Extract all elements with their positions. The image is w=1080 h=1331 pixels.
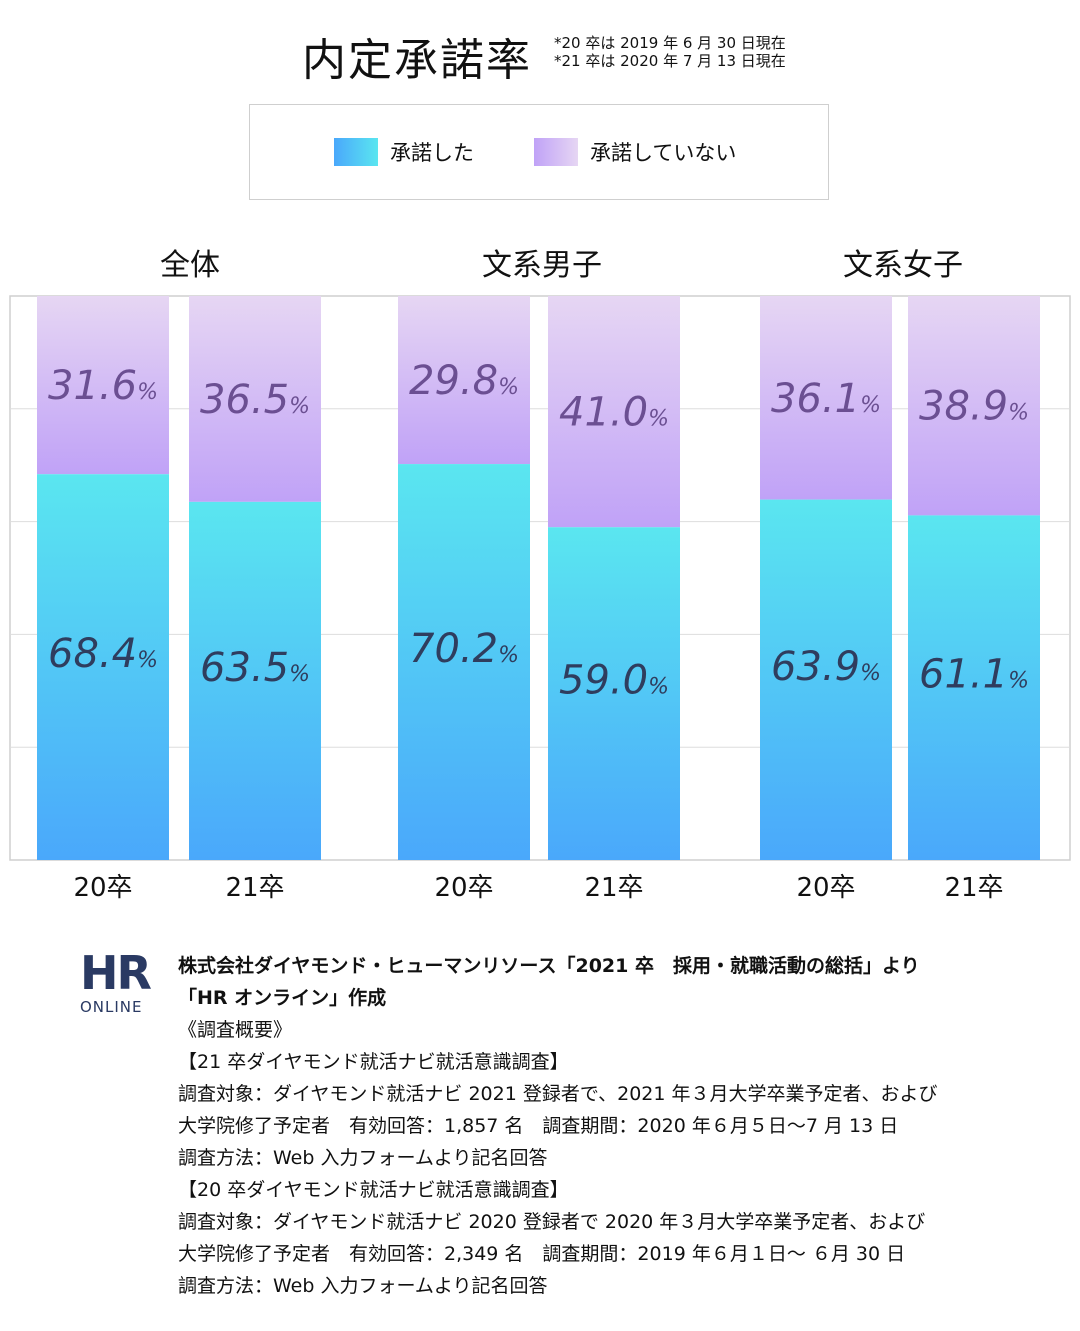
bar-accepted bbox=[37, 474, 169, 860]
legend-label-accepted: 承諾した bbox=[390, 141, 474, 165]
note-21: *21 卒は 2020 年 7 月 13 日現在 bbox=[554, 52, 786, 70]
percent-sign: % bbox=[648, 407, 669, 432]
bar-not-accepted bbox=[37, 296, 169, 475]
hr-online-logo: HR ONLINE bbox=[80, 950, 160, 1020]
bar-not-accepted bbox=[908, 296, 1040, 516]
footer-line: 調査対象：ダイヤモンド就活ナビ 2020 登録者で 2020 年３月大学卒業予定… bbox=[178, 1211, 926, 1233]
footer-line: 《調査概要》 bbox=[178, 1019, 293, 1041]
percent-sign: % bbox=[860, 393, 881, 418]
footer-line: 調査方法：Web 入力フォームより記名回答 bbox=[178, 1275, 548, 1297]
bar-accepted bbox=[908, 515, 1040, 860]
category-label: 21卒 bbox=[944, 873, 1003, 903]
category-label: 21卒 bbox=[225, 873, 284, 903]
footer-notes: 株式会社ダイヤモンド・ヒューマンリソース「2021 卒 採用・就職活動の総括」よ… bbox=[178, 950, 938, 1302]
legend-label-not-accepted: 承諾していない bbox=[590, 141, 737, 165]
plot-frame bbox=[9, 295, 1071, 861]
footer-line: 【20 卒ダイヤモンド就活ナビ就活意識調査】 bbox=[178, 1179, 569, 1201]
percent-sign: % bbox=[289, 394, 310, 419]
legend-swatch-accepted bbox=[334, 138, 378, 166]
percent-sign: % bbox=[137, 648, 158, 673]
percent-sign: % bbox=[860, 661, 881, 686]
bar-not-accepted bbox=[548, 296, 680, 528]
percent-sign: % bbox=[137, 380, 158, 405]
percent-sign: % bbox=[648, 675, 669, 700]
category-label: 20卒 bbox=[796, 873, 855, 903]
bar-accepted bbox=[398, 464, 530, 860]
chart-title: 内定承諾率 bbox=[302, 35, 532, 86]
percent-sign: % bbox=[498, 375, 519, 400]
legend-item-accepted: 承諾した bbox=[334, 137, 474, 167]
logo-online-text: ONLINE bbox=[80, 998, 143, 1016]
bar-accepted bbox=[760, 499, 892, 860]
stacked-bar-chart: 68.4%31.6%20卒63.5%36.5%21卒70.2%29.8%20卒5… bbox=[9, 295, 1071, 903]
bar-accepted bbox=[189, 501, 321, 860]
logo-hr-text: HR bbox=[80, 946, 152, 1000]
percent-sign: % bbox=[1008, 669, 1029, 694]
bar-not-accepted bbox=[398, 296, 530, 465]
percent-sign: % bbox=[1008, 401, 1029, 426]
legend-swatch-not-accepted bbox=[534, 138, 578, 166]
footer-line: 大学院修了予定者 有効回答：2,349 名 調査期間：2019 年６月１日〜 ６… bbox=[178, 1243, 906, 1265]
footer-line: 大学院修了予定者 有効回答：1,857 名 調査期間：2020 年６月５日〜7 … bbox=[178, 1115, 899, 1137]
bar-not-accepted bbox=[760, 296, 892, 500]
group-title-bunkei-female: 文系女子 bbox=[843, 248, 963, 283]
footer-created-by: 「HR オンライン」作成 bbox=[178, 987, 387, 1009]
category-label: 20卒 bbox=[434, 873, 493, 903]
bar-accepted bbox=[548, 527, 680, 860]
bar-not-accepted bbox=[189, 296, 321, 502]
percent-sign: % bbox=[498, 643, 519, 668]
data-label-not-accepted: 36.5% bbox=[200, 377, 310, 423]
footer-source: 株式会社ダイヤモンド・ヒューマンリソース「2021 卒 採用・就職活動の総括」よ… bbox=[178, 955, 920, 977]
footer-line: 調査対象：ダイヤモンド就活ナビ 2021 登録者で、2021 年３月大学卒業予定… bbox=[178, 1083, 938, 1105]
legend-item-not-accepted: 承諾していない bbox=[534, 137, 736, 167]
legend: 承諾した 承諾していない bbox=[249, 104, 829, 200]
group-title-all: 全体 bbox=[160, 248, 220, 283]
group-title-bunkei-male: 文系男子 bbox=[482, 248, 602, 283]
category-label: 21卒 bbox=[584, 873, 643, 903]
chart-notes: *20 卒は 2019 年 6 月 30 日現在 *21 卒は 2020 年 7… bbox=[554, 34, 786, 70]
footer-line: 調査方法：Web 入力フォームより記名回答 bbox=[178, 1147, 548, 1169]
percent-sign: % bbox=[289, 662, 310, 687]
category-label: 20卒 bbox=[73, 873, 132, 903]
footer-line: 【21 卒ダイヤモンド就活ナビ就活意識調査】 bbox=[178, 1051, 569, 1073]
note-20: *20 卒は 2019 年 6 月 30 日現在 bbox=[554, 34, 786, 52]
